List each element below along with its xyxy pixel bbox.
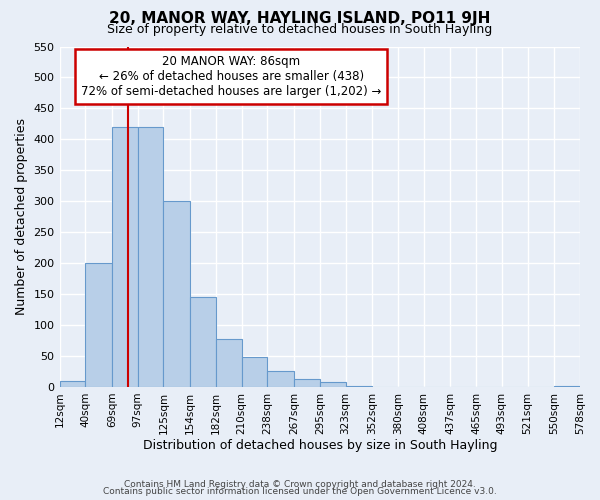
Y-axis label: Number of detached properties: Number of detached properties: [15, 118, 28, 315]
Text: Contains public sector information licensed under the Open Government Licence v3: Contains public sector information licen…: [103, 487, 497, 496]
Bar: [554, 386, 580, 387]
Bar: [294, 379, 320, 387]
Bar: [85, 263, 112, 387]
Bar: [163, 202, 190, 387]
Bar: [59, 381, 85, 387]
Bar: [190, 297, 216, 387]
Bar: [216, 338, 242, 387]
Bar: [242, 357, 268, 387]
Bar: [112, 127, 138, 387]
X-axis label: Distribution of detached houses by size in South Hayling: Distribution of detached houses by size …: [143, 440, 497, 452]
Text: 20 MANOR WAY: 86sqm
← 26% of detached houses are smaller (438)
72% of semi-detac: 20 MANOR WAY: 86sqm ← 26% of detached ho…: [81, 55, 382, 98]
Text: Contains HM Land Registry data © Crown copyright and database right 2024.: Contains HM Land Registry data © Crown c…: [124, 480, 476, 489]
Text: Size of property relative to detached houses in South Hayling: Size of property relative to detached ho…: [107, 22, 493, 36]
Bar: [346, 386, 372, 387]
Bar: [268, 372, 294, 387]
Text: 20, MANOR WAY, HAYLING ISLAND, PO11 9JH: 20, MANOR WAY, HAYLING ISLAND, PO11 9JH: [109, 11, 491, 26]
Bar: [138, 127, 163, 387]
Bar: [320, 382, 346, 387]
